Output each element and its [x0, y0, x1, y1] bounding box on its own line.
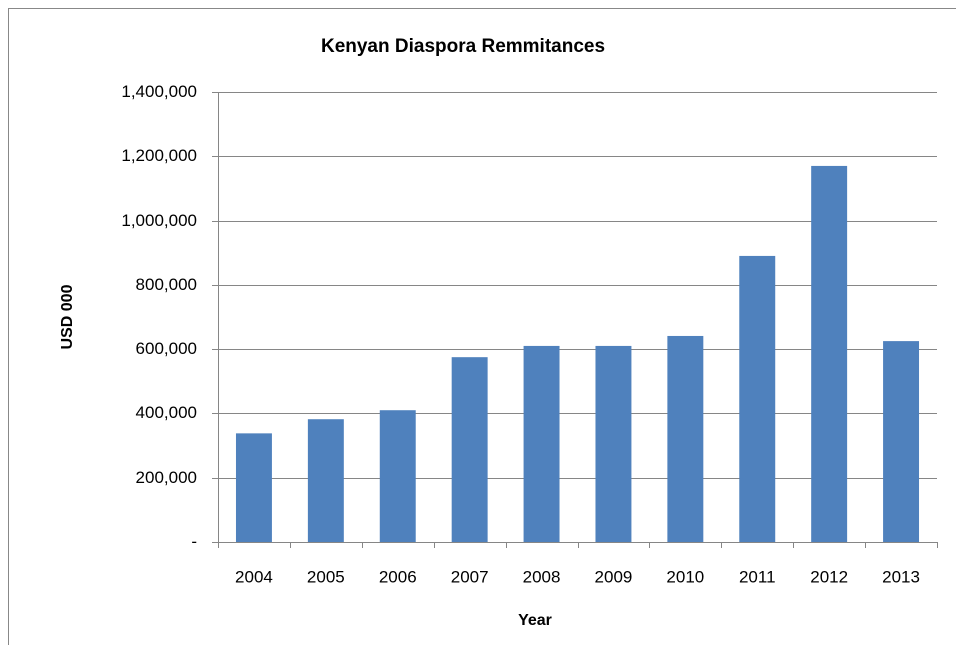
bar — [811, 165, 848, 542]
chart-title: Kenyan Diaspora Remmitances — [321, 36, 605, 57]
y-tick-label: 1,400,000 — [121, 82, 197, 101]
x-tick-label: 2007 — [451, 567, 489, 586]
y-tick-label: 1,000,000 — [121, 211, 197, 230]
y-tick-label: 800,000 — [136, 275, 197, 294]
y-axis-title: USD 000 — [59, 284, 76, 349]
x-tick-label: 2013 — [882, 567, 920, 586]
bar — [379, 410, 416, 542]
x-tick-label: 2004 — [235, 567, 273, 586]
x-tick-label: 2008 — [523, 567, 561, 586]
y-tick-label: 1,200,000 — [121, 146, 197, 165]
bar — [307, 419, 344, 542]
y-tick-label: 200,000 — [136, 468, 197, 487]
bar — [595, 345, 632, 542]
y-tick-label: 600,000 — [136, 339, 197, 358]
x-tick-label: 2012 — [810, 567, 848, 586]
x-tick-label: 2006 — [379, 567, 417, 586]
y-tick-label: 400,000 — [136, 403, 197, 422]
x-tick-label: 2010 — [666, 567, 704, 586]
bar — [883, 341, 920, 542]
y-tick-label: - — [191, 532, 197, 551]
bar — [523, 345, 560, 542]
bar — [235, 433, 272, 542]
x-axis-title: Year — [518, 612, 552, 629]
bar — [739, 255, 776, 542]
x-tick-label: 2011 — [739, 567, 776, 586]
bar — [451, 357, 488, 542]
bar — [667, 335, 704, 542]
x-tick-label: 2005 — [307, 567, 345, 586]
x-tick-label: 2009 — [595, 567, 633, 586]
